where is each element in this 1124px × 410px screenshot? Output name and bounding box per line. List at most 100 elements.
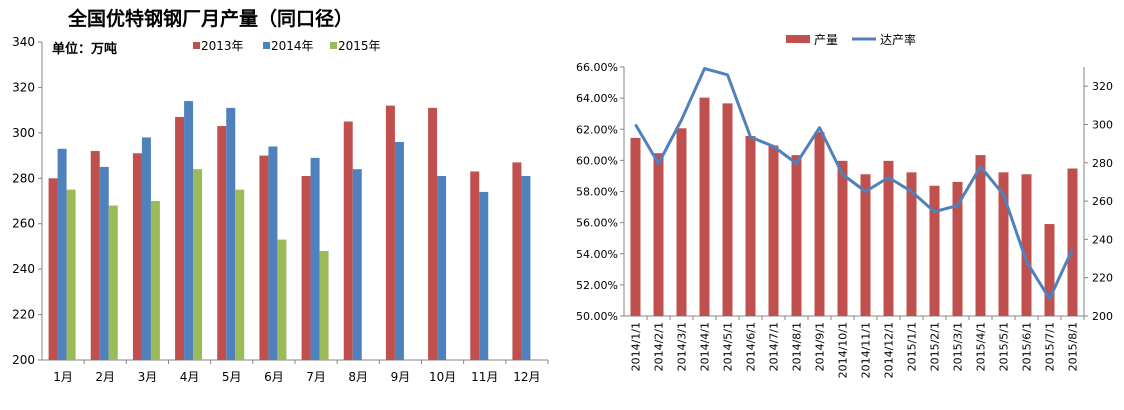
line-point <box>934 211 935 213</box>
bar <box>268 146 278 360</box>
legend-label: 产量 <box>814 33 838 47</box>
x-tick-label: 2014/10/1 <box>837 322 850 378</box>
x-tick-label: 2015/5/1 <box>998 322 1011 371</box>
unit-label: 单位：万吨 <box>52 41 117 57</box>
x-tick-label: 3月 <box>138 370 158 384</box>
x-tick-label: 8月 <box>348 370 368 384</box>
right-tick-label: 240 <box>1092 233 1113 246</box>
x-tick-label: 2014/6/1 <box>745 322 758 371</box>
bar <box>521 176 531 360</box>
y-tick-label: 240 <box>12 262 35 276</box>
bar <box>319 250 329 360</box>
x-tick-label: 9月 <box>391 370 411 384</box>
bar <box>90 151 100 360</box>
y-tick-label: 260 <box>12 217 35 231</box>
left-tick-label: 62.00% <box>576 123 618 136</box>
bar <box>150 201 160 360</box>
line-point <box>727 74 728 76</box>
line-point <box>681 119 682 121</box>
bar <box>141 137 151 360</box>
right-tick-label: 280 <box>1092 157 1113 170</box>
bar <box>883 160 894 316</box>
line-point <box>888 176 889 178</box>
left-tick-label: 56.00% <box>576 217 618 230</box>
bar <box>1044 224 1055 316</box>
right-tick-label: 260 <box>1092 195 1113 208</box>
bar <box>343 121 353 360</box>
y-tick-label: 340 <box>12 35 35 49</box>
page-title: 全国优特钢钢厂月产量（同口径） <box>68 8 354 30</box>
bar <box>437 176 447 360</box>
x-tick-label: 2015/2/1 <box>929 322 942 371</box>
legend-swatch <box>786 35 810 43</box>
bar <box>99 166 109 360</box>
x-tick-label: 2014/12/1 <box>883 322 896 378</box>
bar <box>108 205 118 360</box>
bar <box>226 107 236 360</box>
bar <box>175 116 185 360</box>
line-point <box>796 162 797 164</box>
line-point <box>750 136 751 138</box>
x-tick-label: 2014/4/1 <box>699 322 712 371</box>
x-tick-label: 4月 <box>180 370 200 384</box>
left-tick-label: 54.00% <box>576 248 618 261</box>
line-point <box>773 145 774 147</box>
monthly-output-chart: 200 220 240 260 280 300 320 340 1月 2月 3月 4月 5月 6月 7月 8月… <box>12 35 549 384</box>
x-tick-label: 12月 <box>513 370 540 384</box>
x-tick-label: 2015/3/1 <box>952 322 965 371</box>
legend-swatch <box>330 42 337 49</box>
left-tick-label: 50.00% <box>576 310 618 323</box>
bar <box>975 155 986 316</box>
left-tick-label: 52.00% <box>576 279 618 292</box>
x-tick-label: 2014/11/1 <box>860 322 873 378</box>
x-tick-label: 2015/8/1 <box>1067 322 1080 371</box>
bar <box>906 172 917 316</box>
x-tick-label: 2014/3/1 <box>676 322 689 371</box>
bar <box>184 101 194 361</box>
x-tick-label: 2014/5/1 <box>722 322 735 371</box>
right-tick-label: 300 <box>1092 118 1113 131</box>
x-tick-label: 2014/9/1 <box>814 322 827 371</box>
right-tick-label: 220 <box>1092 272 1113 285</box>
line-point <box>819 127 820 129</box>
x-tick-label: 2014/7/1 <box>768 322 781 371</box>
left-tick-label: 64.00% <box>576 92 618 105</box>
y-tick-label: 300 <box>12 126 35 140</box>
bar <box>470 171 480 360</box>
bar <box>394 141 404 360</box>
line-point <box>865 191 866 192</box>
line-point <box>704 68 705 70</box>
y-tick-label: 220 <box>12 308 35 322</box>
line-point <box>635 124 636 126</box>
bar <box>259 155 269 360</box>
x-tick-label: 2015/4/1 <box>975 322 988 371</box>
line-point <box>911 191 912 192</box>
bar <box>217 126 227 361</box>
line-series <box>634 67 1074 301</box>
left-tick-label: 60.00% <box>576 154 618 167</box>
bar <box>860 174 871 316</box>
line-point <box>842 173 843 175</box>
x-tick-label: 2014/1/1 <box>630 322 643 371</box>
bar <box>745 135 756 316</box>
y-tick-label: 320 <box>12 80 35 94</box>
bar <box>512 162 522 360</box>
bar <box>837 160 848 316</box>
x-tick-label: 10月 <box>429 370 456 384</box>
line-point <box>1072 248 1073 250</box>
bar <box>998 172 1009 316</box>
legend-swatch <box>193 42 200 49</box>
line-point <box>1049 298 1050 300</box>
bar <box>66 189 76 360</box>
bar <box>385 105 395 360</box>
bar <box>277 239 287 360</box>
bar <box>768 145 779 316</box>
bar <box>428 107 438 360</box>
bar <box>479 191 489 360</box>
output-utilization-chart: 50.00% 52.00% 54.00% 56.00% 58.00% 60.00% 62.0… <box>576 32 1113 378</box>
bar <box>929 185 940 316</box>
legend-label: 2014年 <box>271 39 314 53</box>
bar <box>791 155 802 316</box>
x-tick-label: 2015/6/1 <box>1021 322 1034 371</box>
x-tick-label: 1月 <box>53 370 73 384</box>
